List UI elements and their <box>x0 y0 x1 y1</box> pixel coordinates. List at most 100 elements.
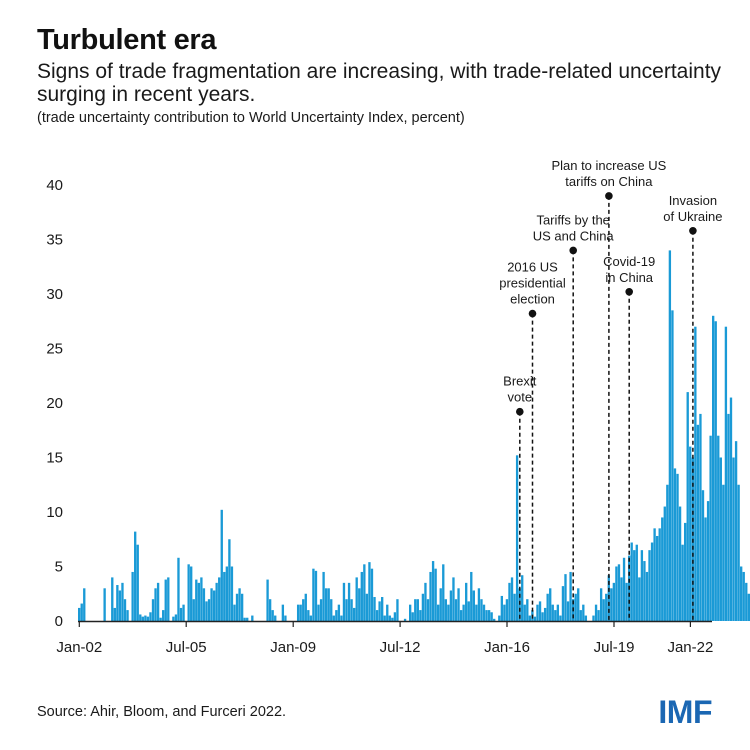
bar <box>689 446 692 621</box>
bar <box>482 604 486 621</box>
y-tick-label: 5 <box>55 559 63 576</box>
bar <box>610 588 613 621</box>
bar <box>666 484 669 621</box>
bar <box>490 612 493 621</box>
bar <box>274 615 277 621</box>
bar <box>375 610 379 621</box>
annotation-marker <box>569 246 577 255</box>
bar <box>513 593 516 621</box>
x-tick-label: Jan-09 <box>270 639 316 656</box>
x-tick-label: Jan-02 <box>56 639 102 656</box>
bar <box>225 566 229 621</box>
bar <box>195 579 198 621</box>
bar <box>462 604 465 621</box>
bar <box>533 616 537 621</box>
axes-group: 0 5 10 15 20 25 30 35 40 Jan-02 Jul-05 Jan-09 Jul-12… <box>46 177 713 656</box>
bar <box>111 577 114 621</box>
bar <box>317 604 320 621</box>
bar <box>396 599 399 621</box>
annotation-label: Brexit vote <box>503 374 537 405</box>
bar <box>118 590 122 621</box>
y-tick-label: 20 <box>46 395 63 412</box>
bar <box>370 568 374 621</box>
bar <box>238 588 241 621</box>
bar <box>617 564 621 621</box>
bar <box>658 528 661 621</box>
bar <box>650 542 654 621</box>
bar <box>742 571 745 621</box>
bar <box>661 517 664 621</box>
bar <box>551 604 554 621</box>
bar <box>197 582 201 621</box>
bar <box>561 586 565 621</box>
bar <box>712 315 715 621</box>
bar <box>409 604 412 621</box>
bar <box>599 588 603 621</box>
bar <box>172 616 175 621</box>
bar <box>83 588 86 621</box>
bar <box>505 599 509 621</box>
bar <box>729 397 733 621</box>
bar <box>528 615 532 621</box>
bar <box>449 590 453 621</box>
bar <box>714 321 717 621</box>
bar <box>734 441 738 621</box>
bar <box>373 597 376 621</box>
bar <box>454 599 458 621</box>
bar <box>345 599 348 621</box>
annotation-marker <box>689 227 697 235</box>
bar <box>383 615 386 621</box>
bar <box>103 588 106 621</box>
bar <box>215 582 218 621</box>
annotation-label: Invasion of Ukraine <box>663 193 722 224</box>
bar <box>523 604 526 621</box>
bar <box>602 599 605 621</box>
bar <box>156 582 160 621</box>
bar <box>719 457 722 621</box>
bar <box>299 604 302 621</box>
bar <box>745 582 748 621</box>
bar <box>485 610 488 621</box>
bar <box>360 571 363 621</box>
bar <box>503 604 506 621</box>
bar <box>605 593 608 621</box>
bar <box>546 593 549 621</box>
bar <box>740 566 743 621</box>
bar <box>470 571 473 621</box>
bar <box>727 413 730 621</box>
bar <box>391 617 394 621</box>
bar <box>635 544 638 621</box>
bar <box>465 582 468 621</box>
bar <box>416 599 419 621</box>
bar <box>340 615 343 621</box>
bar <box>200 577 203 621</box>
bar <box>192 599 195 621</box>
y-tick-label: 35 <box>46 232 63 249</box>
bar <box>630 542 633 621</box>
bar <box>574 593 577 621</box>
bar <box>414 599 417 621</box>
bar <box>594 604 598 621</box>
bar <box>347 582 351 621</box>
bar <box>653 528 656 621</box>
bar <box>307 610 310 621</box>
bar <box>648 550 651 621</box>
bar <box>419 610 422 621</box>
bar <box>330 599 333 621</box>
bar <box>235 593 239 621</box>
bar <box>645 571 649 621</box>
bar <box>284 615 287 621</box>
bar <box>78 607 81 621</box>
bar <box>633 550 636 621</box>
bar <box>116 585 119 621</box>
bar <box>452 577 455 621</box>
annotation-label: Plan to increase US tariffs on China <box>551 158 666 189</box>
bar <box>592 615 595 621</box>
bar <box>582 604 585 621</box>
bar <box>431 561 435 621</box>
bar <box>508 582 511 621</box>
bar <box>368 562 371 621</box>
bar <box>424 582 427 621</box>
source-note: Source: Ahir, Bloom, and Furceri 2022. <box>37 704 287 720</box>
bar <box>696 424 700 621</box>
